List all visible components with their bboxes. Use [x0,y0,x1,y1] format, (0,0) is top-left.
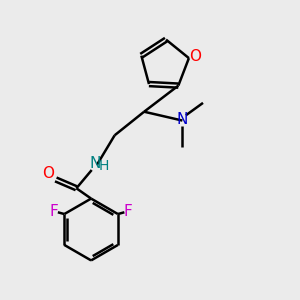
Text: F: F [124,204,133,219]
Text: F: F [50,204,58,219]
Text: O: O [189,49,201,64]
Text: H: H [98,159,109,173]
Text: N: N [90,156,101,171]
Text: N: N [177,112,188,127]
Text: O: O [42,166,54,181]
